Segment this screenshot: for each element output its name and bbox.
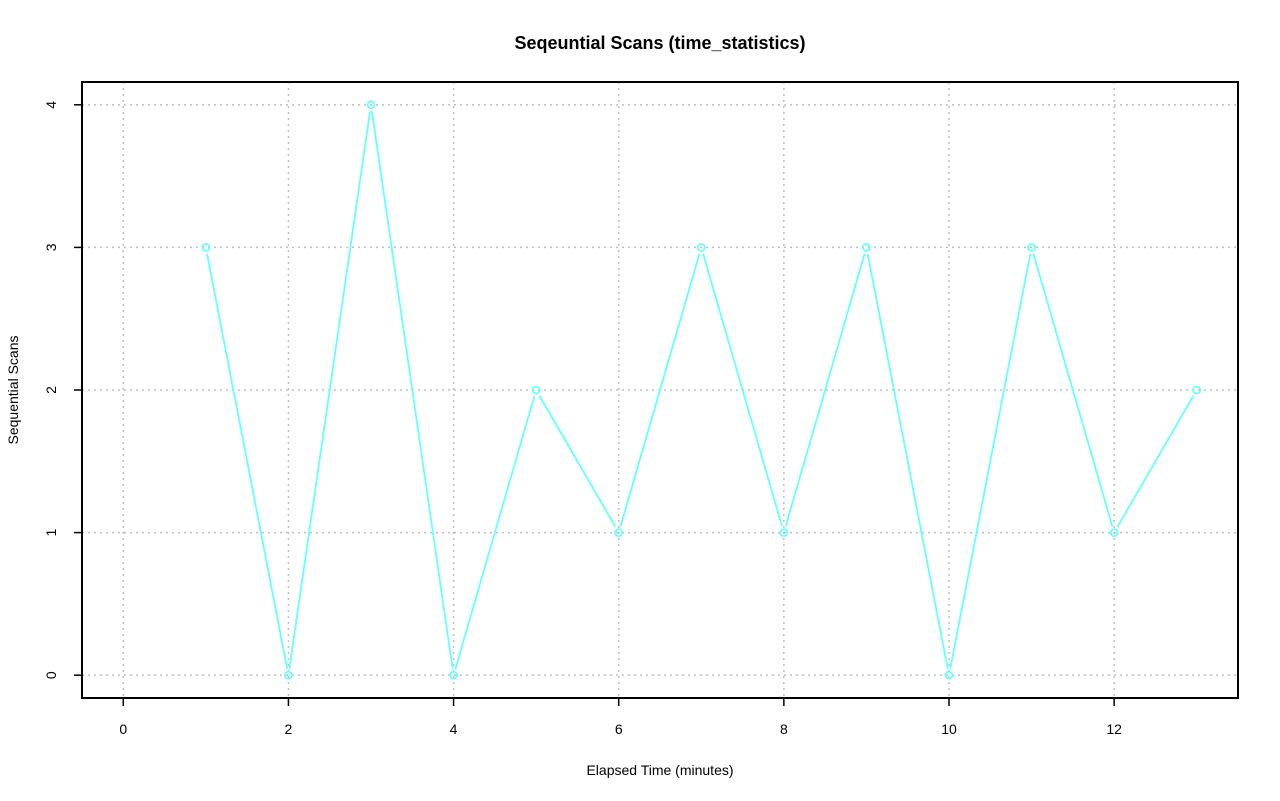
y-tick-label: 3 bbox=[43, 243, 59, 251]
chart-title: Seqeuntial Scans (time_statistics) bbox=[514, 33, 805, 53]
series-line-segment bbox=[702, 253, 783, 527]
data-point bbox=[944, 670, 954, 680]
data-point bbox=[1109, 528, 1119, 537]
series-line-segment bbox=[784, 253, 866, 527]
series-line-segment bbox=[206, 253, 289, 669]
series-line-segment bbox=[454, 395, 536, 670]
series-line-segment bbox=[619, 253, 701, 527]
x-axis: 0 2 4 6 8 10 12 bbox=[119, 698, 1122, 737]
x-axis-label: Elapsed Time (minutes) bbox=[586, 762, 733, 778]
series-line-segment bbox=[866, 253, 949, 669]
data-point bbox=[449, 670, 458, 680]
series-line-layer bbox=[206, 111, 1195, 670]
data-point bbox=[862, 243, 871, 252]
data-point bbox=[201, 243, 211, 252]
data-point bbox=[1027, 243, 1036, 252]
x-tick-label: 8 bbox=[780, 721, 788, 737]
data-point bbox=[614, 528, 624, 537]
series-line-segment bbox=[1032, 253, 1114, 527]
data-points bbox=[201, 100, 1202, 680]
y-axis: 0 1 2 3 4 bbox=[43, 101, 82, 679]
y-tick-label: 0 bbox=[43, 671, 59, 679]
data-point bbox=[696, 243, 706, 252]
data-point bbox=[531, 385, 541, 395]
x-tick-label: 10 bbox=[941, 721, 957, 737]
series-line-segment bbox=[949, 253, 1032, 669]
y-tick-label: 4 bbox=[43, 101, 59, 109]
data-point bbox=[779, 528, 789, 537]
data-point bbox=[284, 670, 293, 680]
x-tick-label: 2 bbox=[285, 721, 293, 737]
series-line-segment bbox=[1116, 395, 1195, 528]
series-line-segment bbox=[288, 111, 371, 669]
x-tick-label: 0 bbox=[119, 721, 127, 737]
x-tick-label: 4 bbox=[450, 721, 458, 737]
series-line-segment bbox=[538, 395, 617, 528]
data-point bbox=[1192, 385, 1202, 395]
x-tick-label: 12 bbox=[1106, 721, 1122, 737]
data-point bbox=[366, 100, 376, 110]
x-tick-label: 6 bbox=[615, 721, 623, 737]
y-tick-label: 2 bbox=[43, 386, 59, 394]
y-axis-label: Sequential Scans bbox=[5, 336, 21, 445]
series-line-segment bbox=[371, 111, 454, 669]
y-tick-label: 1 bbox=[43, 528, 59, 536]
